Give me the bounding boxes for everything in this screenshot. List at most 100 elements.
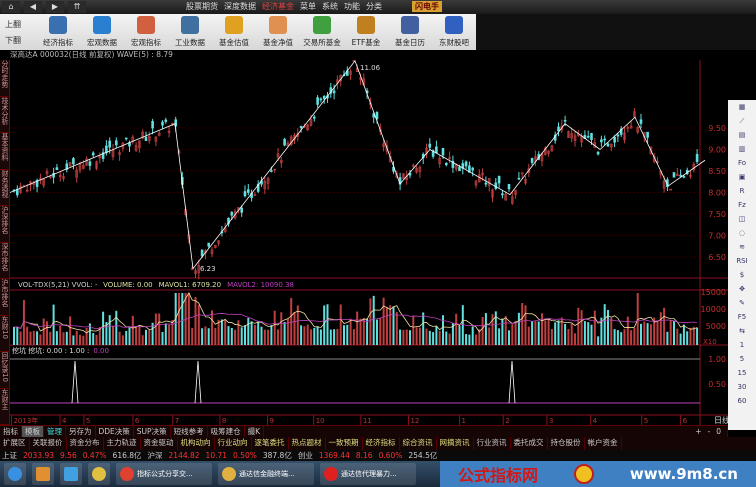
menu-5[interactable]: 功能 bbox=[344, 2, 360, 11]
tool-icon[interactable]: ◌ bbox=[738, 229, 746, 237]
zoom-button[interactable]: - bbox=[707, 427, 711, 436]
left-tab[interactable]: 基本资料 bbox=[0, 133, 10, 170]
toolbar-button[interactable]: 经济指标 bbox=[36, 14, 80, 50]
menu-6[interactable]: 分类 bbox=[366, 2, 382, 11]
function-tab[interactable]: 网摘资讯 bbox=[437, 437, 474, 450]
tool-icon[interactable]: ≋ bbox=[739, 243, 745, 251]
volume-tick: 15000 bbox=[701, 288, 726, 297]
tool-icon[interactable]: ◫ bbox=[738, 215, 746, 223]
function-tab[interactable]: 关联报价 bbox=[30, 437, 67, 450]
tool-icon[interactable]: ✥ bbox=[739, 285, 745, 293]
toolbar-button[interactable]: ETF基金 bbox=[344, 14, 388, 50]
period-label[interactable]: 日线 bbox=[714, 415, 728, 425]
toolbar-button[interactable]: 基金日历 bbox=[388, 14, 432, 50]
indicator-tab[interactable]: 管理 bbox=[44, 426, 66, 437]
function-tab[interactable]: 机构动向 bbox=[178, 437, 215, 450]
taskbar-window[interactable]: 通达信代理暴力... bbox=[320, 463, 416, 485]
toolbar-button[interactable]: 交易所基金 bbox=[300, 14, 344, 50]
tool-icon[interactable]: 1 bbox=[739, 341, 745, 349]
indicator-tab[interactable]: 指标 bbox=[0, 426, 22, 437]
tool-icon[interactable]: Fz bbox=[738, 201, 746, 209]
tool-icon[interactable]: ▤ bbox=[738, 131, 746, 139]
function-tab[interactable]: 热点题材 bbox=[289, 437, 326, 450]
brand-logo: 闪电手 bbox=[412, 1, 442, 12]
left-tab[interactable]: 沪深排名 bbox=[0, 206, 10, 243]
home-icon[interactable]: ⌂ bbox=[2, 1, 20, 13]
start-button[interactable] bbox=[4, 463, 26, 485]
menu-4[interactable]: 系统 bbox=[322, 2, 338, 11]
zoom-button[interactable]: 0 bbox=[716, 427, 721, 436]
left-tab[interactable]: 回忆录10 bbox=[0, 352, 10, 389]
indicator-tab[interactable]: 撮K bbox=[245, 426, 264, 437]
toolbar-button[interactable]: 工业数据 bbox=[168, 14, 212, 50]
top-icon[interactable]: ⇈ bbox=[68, 1, 86, 13]
menu-0[interactable]: 股票期货 bbox=[186, 2, 218, 11]
tool-icon[interactable]: 30 bbox=[737, 383, 747, 391]
media-icon[interactable] bbox=[32, 463, 54, 485]
menu-2[interactable]: 经济基金 bbox=[262, 2, 294, 11]
zoom-button[interactable]: + bbox=[695, 427, 702, 436]
page-down-button[interactable]: 下翻 bbox=[5, 35, 21, 45]
indicator-tab[interactable]: SUP决策 bbox=[134, 426, 171, 437]
tool-icon[interactable]: ▥ bbox=[738, 145, 746, 153]
back-icon[interactable]: ◀ bbox=[24, 1, 42, 13]
function-tab[interactable]: 经济指标 bbox=[363, 437, 400, 450]
tool-icon[interactable]: R bbox=[739, 187, 745, 195]
menu-1[interactable]: 深度数据 bbox=[224, 2, 256, 11]
menu-3[interactable]: 菜单 bbox=[300, 2, 316, 11]
forward-icon[interactable]: ▶ bbox=[46, 1, 64, 13]
toolbar-button[interactable]: 东财股吧 bbox=[432, 14, 476, 50]
left-tab[interactable]: 深市排名 bbox=[0, 243, 10, 279]
taskbar-window[interactable]: 指标公式分享交... bbox=[116, 463, 212, 485]
tool-icon[interactable]: ✎ bbox=[739, 299, 745, 307]
tool-icon[interactable]: ▦ bbox=[738, 103, 746, 111]
price-tick: 6.50 bbox=[708, 253, 726, 262]
index-name[interactable]: 上证 bbox=[2, 451, 17, 460]
paint-icon[interactable] bbox=[88, 463, 110, 485]
tool-icon[interactable]: Fo bbox=[737, 159, 747, 167]
page-up-button[interactable]: 上翻 bbox=[5, 19, 21, 29]
taskbar-window[interactable]: 通达信金融终端... bbox=[218, 463, 314, 485]
function-tab[interactable]: 一致预期 bbox=[326, 437, 363, 450]
tool-icon[interactable]: ⟋ bbox=[739, 117, 745, 125]
tool-icon[interactable]: 15 bbox=[737, 369, 747, 377]
candle-body bbox=[524, 178, 527, 184]
tool-icon[interactable]: 60 bbox=[737, 397, 747, 405]
left-tab[interactable]: 技术分析 bbox=[0, 97, 10, 133]
indicator-tab[interactable]: 模板 bbox=[22, 426, 44, 437]
left-tab[interactable]: 东财10 bbox=[0, 316, 10, 352]
indicator-tab[interactable]: 吸筹建仓 bbox=[208, 426, 245, 437]
indicator-tab[interactable]: DDE决策 bbox=[96, 426, 134, 437]
toolbar-button[interactable]: 基金估值 bbox=[212, 14, 256, 50]
function-tab[interactable]: 资金驱动 bbox=[141, 437, 178, 450]
function-tab[interactable]: 资金分布 bbox=[67, 437, 104, 450]
function-tab[interactable]: 主力轨迹 bbox=[104, 437, 141, 450]
toolbar-button[interactable]: 宏观数据 bbox=[80, 14, 124, 50]
tool-icon[interactable]: F5 bbox=[737, 313, 747, 321]
toolbar-button[interactable]: 宏观指标 bbox=[124, 14, 168, 50]
indicator-tab[interactable]: 短线参考 bbox=[171, 426, 208, 437]
index-name[interactable]: 创业 bbox=[297, 451, 313, 460]
function-tab[interactable]: 行业资讯 bbox=[474, 437, 511, 450]
function-tab[interactable]: 综合资讯 bbox=[400, 437, 437, 450]
indicator-tab[interactable]: 另存为 bbox=[66, 426, 96, 437]
toolbar-button[interactable]: 基金净值 bbox=[256, 14, 300, 50]
index-name[interactable]: 沪深 bbox=[147, 451, 163, 460]
tool-icon[interactable]: ⇆ bbox=[739, 327, 745, 335]
tool-icon[interactable]: $ bbox=[739, 271, 745, 279]
tool-icon[interactable]: 5 bbox=[739, 355, 745, 363]
function-tab[interactable]: 帐户资金 bbox=[585, 437, 622, 450]
function-tab[interactable]: 持仓股份 bbox=[548, 437, 585, 450]
function-tab[interactable]: 扩展区 bbox=[0, 437, 30, 450]
function-tab[interactable]: 逐笔委托 bbox=[252, 437, 289, 450]
left-tab[interactable]: 沪市排名 bbox=[0, 279, 10, 316]
apps-icon[interactable] bbox=[60, 463, 82, 485]
function-tab[interactable]: 行业动向 bbox=[215, 437, 252, 450]
chart-area[interactable]: 9.50 9.00 8.50 8.00 7.50 7.00 6.50 11.06 6.23 VOL… bbox=[10, 60, 728, 425]
tool-icon[interactable]: RSI bbox=[736, 257, 748, 265]
left-tab[interactable]: 分时走势 bbox=[0, 60, 10, 97]
function-tab[interactable]: 委托成交 bbox=[511, 437, 548, 450]
left-tab[interactable]: 财务透视 bbox=[0, 170, 10, 206]
left-tab[interactable]: 东财主 bbox=[0, 389, 10, 425]
tool-icon[interactable]: ▣ bbox=[738, 173, 746, 181]
